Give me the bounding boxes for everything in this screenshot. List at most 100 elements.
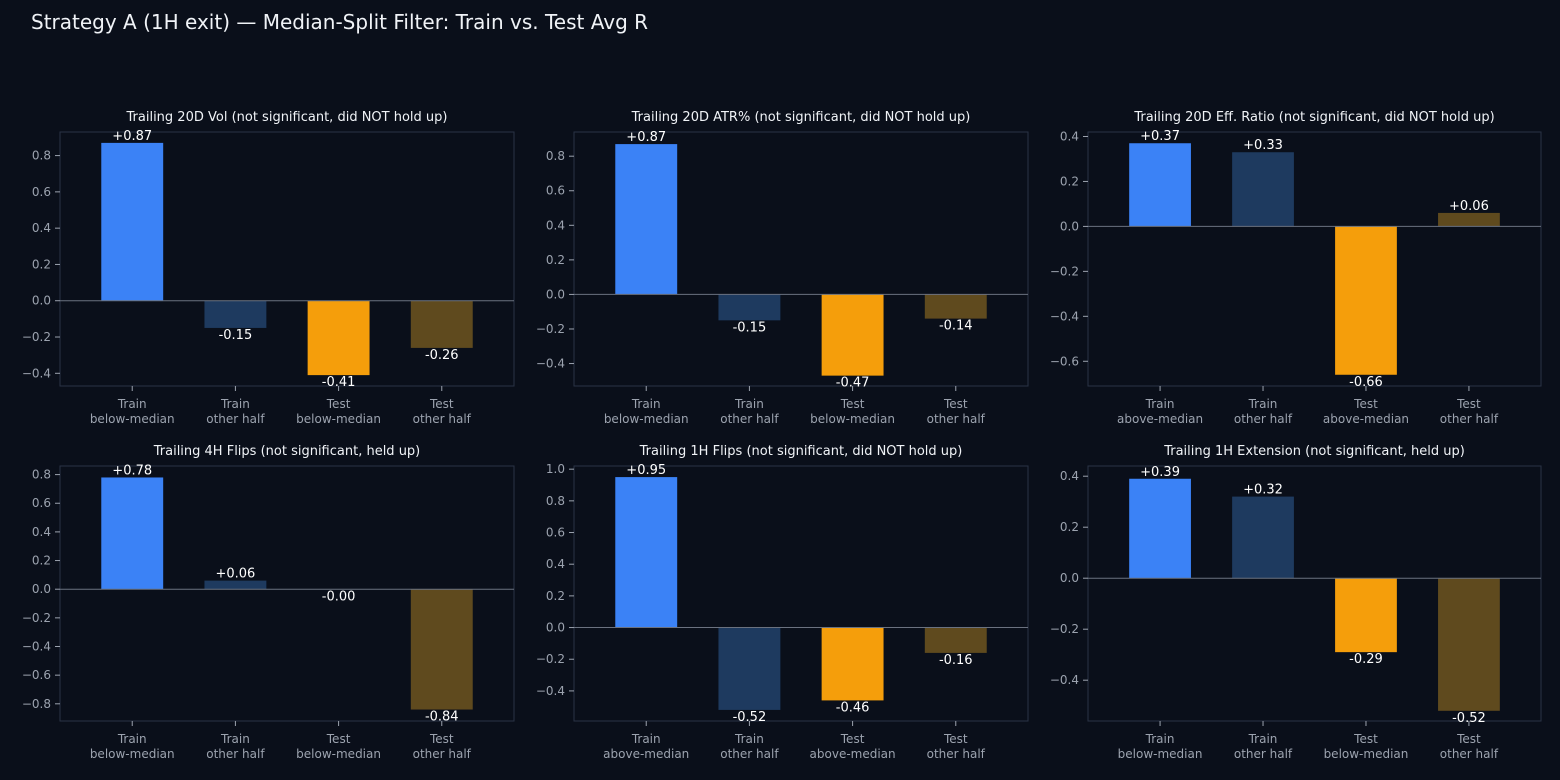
data-label: -0.66 [1349,375,1383,390]
bar [1335,226,1397,375]
x-tick-label: Train [1248,732,1278,746]
y-tick-label: 0.0 [1060,219,1079,233]
x-tick-label: Train [117,397,147,411]
x-tick-label: Test [326,397,351,411]
x-tick-label: above-median [1117,412,1203,426]
x-tick-label: other half [1234,747,1293,761]
x-tick-label: other half [413,412,472,426]
bar [924,294,987,319]
plot-frame [573,131,1029,387]
data-label: +0.37 [1140,129,1180,144]
x-tick-label: other half [206,412,265,426]
y-tick-label: −0.2 [1050,622,1079,636]
data-label: +0.33 [1243,138,1283,153]
bar [1129,143,1191,227]
y-tick-label: −0.4 [22,366,51,380]
x-tick-label: Train [631,397,661,411]
x-tick-label: other half [927,412,986,426]
y-tick-label: −0.4 [1050,309,1079,323]
data-label: -0.52 [1452,711,1486,726]
x-tick-label: Train [1145,397,1175,411]
bar [410,300,473,348]
y-tick-label: 0.4 [546,557,565,571]
data-label: -0.14 [939,319,973,334]
data-label: +0.95 [626,463,666,478]
chart-panel: Trailing 20D Vol (not significant, did N… [22,110,515,426]
page-title: Strategy A (1H exit) — Median-Split Filt… [31,10,649,34]
data-label: +0.39 [1140,465,1180,480]
x-tick-label: Test [943,397,968,411]
bar [615,477,678,628]
data-label: -0.00 [322,589,356,604]
y-tick-label: 0.8 [32,149,51,163]
bar [615,144,678,295]
x-tick-label: other half [1440,747,1499,761]
x-tick-label: Test [1353,732,1378,746]
data-label: -0.46 [836,700,870,715]
bar [1438,578,1500,711]
x-tick-label: above-median [810,747,896,761]
bar [204,580,267,590]
bar [1129,478,1191,579]
y-tick-label: −0.6 [22,668,51,682]
bar [101,477,164,590]
plot-frame [1087,465,1542,722]
x-tick-label: Test [1456,397,1481,411]
x-tick-label: Test [943,732,968,746]
y-tick-label: −0.2 [22,611,51,625]
chart-panel: Trailing 20D ATR% (not significant, did … [536,110,1029,426]
y-tick-label: −0.4 [536,684,565,698]
y-tick-label: −0.2 [1050,264,1079,278]
chart-title: Trailing 20D Eff. Ratio (not significant… [1133,110,1494,125]
chart-title: Trailing 20D Vol (not significant, did N… [126,110,448,125]
y-tick-label: 0.0 [32,582,51,596]
x-tick-label: Test [326,732,351,746]
x-tick-label: Train [220,732,250,746]
plot-frame [59,465,515,722]
y-tick-label: 0.2 [546,253,565,267]
y-tick-label: 0.2 [1060,174,1079,188]
x-tick-label: Test [429,732,454,746]
y-tick-label: 0.6 [32,496,51,510]
y-tick-label: 0.0 [546,621,565,635]
data-label: -0.47 [836,376,870,391]
x-tick-label: Train [734,732,764,746]
x-tick-label: other half [206,747,265,761]
bar [924,627,987,653]
data-label: +0.06 [215,567,255,582]
x-tick-label: below-median [604,412,689,426]
bar [718,294,781,321]
bar [307,300,370,376]
data-label: -0.26 [425,348,459,363]
bar [1232,496,1294,579]
x-tick-label: Train [734,397,764,411]
bar [1232,152,1294,227]
data-label: +0.87 [112,129,152,144]
y-tick-label: 0.8 [32,468,51,482]
data-label: -0.15 [219,328,253,343]
x-tick-label: below-median [296,412,381,426]
y-tick-label: 0.8 [546,149,565,163]
x-tick-label: Train [117,732,147,746]
y-tick-label: −0.8 [22,697,51,711]
x-tick-label: Test [1456,732,1481,746]
x-tick-label: above-median [603,747,689,761]
data-label: -0.16 [939,653,973,668]
chart-panel: Trailing 20D Eff. Ratio (not significant… [1050,110,1542,426]
data-label: +0.87 [626,130,666,145]
x-tick-label: other half [1234,412,1293,426]
y-tick-label: −0.2 [22,330,51,344]
x-tick-label: Train [1145,732,1175,746]
y-tick-label: 0.0 [1060,571,1079,585]
x-tick-label: other half [720,747,779,761]
x-tick-label: other half [927,747,986,761]
bar [718,627,781,710]
data-label: +0.78 [112,463,152,478]
bar [410,589,473,710]
y-tick-label: 0.4 [546,218,565,232]
x-tick-label: below-median [1118,747,1203,761]
plot-frame [59,131,515,387]
x-tick-label: other half [1440,412,1499,426]
y-tick-label: −0.4 [22,640,51,654]
